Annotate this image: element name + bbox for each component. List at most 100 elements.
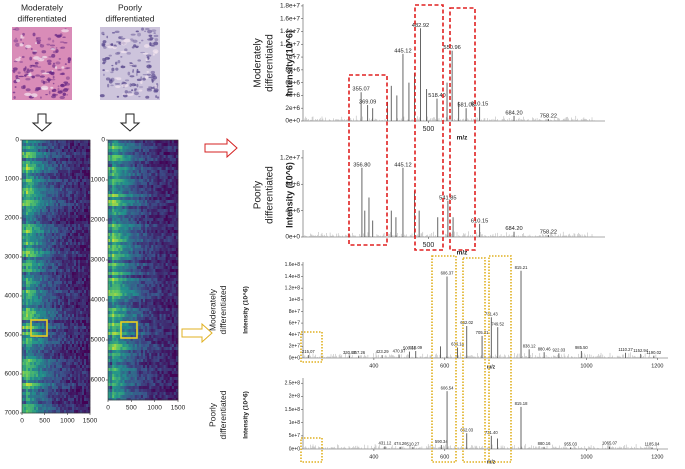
- heatmap-cell: [86, 230, 89, 234]
- heatmap-cell: [169, 158, 173, 162]
- heatmap-cell: [145, 266, 148, 270]
- heatmap-cell: [157, 236, 160, 240]
- heatmap-cell: [68, 185, 71, 189]
- heatmap-cell: [22, 320, 25, 324]
- heatmap-cell: [24, 407, 27, 411]
- heatmap-cell: [30, 182, 33, 186]
- heatmap-cell: [50, 206, 53, 210]
- heatmap-cell: [120, 212, 123, 216]
- heatmap-cell: [66, 308, 69, 312]
- heatmap-cell: [56, 371, 59, 375]
- heatmap-cell: [24, 248, 27, 252]
- lumen: [40, 85, 49, 90]
- heatmap-cell: [169, 272, 173, 276]
- heatmap-cell: [149, 185, 152, 189]
- heatmap-cell: [130, 176, 134, 180]
- heatmap-cell: [114, 140, 117, 144]
- heatmap-cell: [153, 155, 156, 159]
- heatmap-cell: [60, 242, 63, 246]
- heatmap-cell: [157, 260, 160, 264]
- heatmap-cell: [163, 251, 166, 255]
- heatmap-cell: [84, 341, 87, 345]
- heatmap-cell: [42, 239, 45, 243]
- heatmap-cell: [74, 239, 77, 243]
- heatmap-cell: [36, 338, 39, 342]
- heatmap-cell: [46, 404, 49, 408]
- heatmap-cell: [68, 341, 71, 345]
- heatmap-cell: [140, 257, 144, 261]
- heatmap-cell: [149, 260, 152, 264]
- heatmap-cell: [112, 263, 115, 267]
- heatmap-cell: [72, 407, 75, 411]
- heatmap-cell: [56, 152, 59, 156]
- heatmap-cell: [140, 212, 144, 216]
- heatmap-cell: [24, 347, 27, 351]
- heatmap-cell: [74, 290, 77, 294]
- heatmap-cell: [68, 407, 71, 411]
- heatmap-cell: [60, 278, 63, 282]
- heatmap-cell: [116, 263, 119, 267]
- heatmap-cell: [64, 386, 67, 390]
- heatmap-cell: [30, 203, 33, 207]
- heatmap-cell: [171, 206, 175, 210]
- heatmap-cell: [26, 242, 29, 246]
- heatmap-cell: [34, 365, 37, 369]
- heatmap-cell: [157, 164, 160, 168]
- heatmap-cell: [134, 254, 138, 258]
- heatmap-cell: [52, 269, 55, 273]
- heatmap-cell: [66, 326, 69, 330]
- heatmap-cell: [30, 305, 33, 309]
- heatmap-cell: [145, 161, 148, 165]
- heatmap-cell: [163, 248, 166, 252]
- nucleus: [154, 38, 159, 42]
- heatmap-cell: [173, 146, 177, 150]
- heatmap-cell: [62, 173, 65, 177]
- heatmap-cell: [44, 149, 47, 153]
- heatmap-cell: [78, 323, 81, 327]
- heatmap-cell: [165, 260, 169, 264]
- heatmap-cell: [124, 146, 127, 150]
- heatmap-cell: [56, 392, 59, 396]
- heatmap-cell: [26, 239, 29, 243]
- heatmap-cell: [54, 410, 57, 414]
- heatmap-cell: [32, 404, 35, 408]
- heatmap-cell: [36, 296, 39, 300]
- heatmap-cell: [147, 209, 150, 213]
- heatmap-cell: [171, 221, 175, 225]
- heatmap-cell: [62, 383, 65, 387]
- heatmap-cell: [30, 398, 33, 402]
- heatmap-cell: [165, 164, 169, 168]
- heatmap-cell: [112, 212, 115, 216]
- heatmap-cell: [165, 149, 169, 153]
- heatmap-cell: [52, 332, 55, 336]
- heatmap-cell: [44, 173, 47, 177]
- heatmap-cell: [28, 164, 31, 168]
- heatmap-cell: [26, 290, 29, 294]
- heatmap-cell: [88, 182, 91, 186]
- heatmap-cell: [38, 371, 41, 375]
- heatmap-cell: [167, 236, 171, 240]
- heatmap-cell: [138, 233, 142, 237]
- heatmap-cell: [108, 227, 111, 231]
- heatmap-cell: [28, 173, 31, 177]
- heatmap-cell: [66, 359, 69, 363]
- heatmap-cell: [28, 254, 31, 258]
- lumen: [24, 92, 32, 97]
- heatmap-cell: [68, 167, 71, 171]
- heatmap-cell: [128, 194, 131, 198]
- heatmap-cell: [40, 350, 43, 354]
- heatmap-cell: [143, 170, 146, 174]
- nucleus: [52, 39, 55, 43]
- heatmap-cell: [56, 149, 59, 153]
- heatmap-cell: [153, 170, 156, 174]
- heatmap-cell: [171, 164, 175, 168]
- heatmap-cell: [26, 335, 29, 339]
- heatmap-cell: [30, 200, 33, 204]
- heatmap-cell: [66, 182, 69, 186]
- heatmap-cell: [64, 281, 67, 285]
- heatmap-cell: [80, 284, 83, 288]
- heatmap-cell: [22, 383, 25, 387]
- heatmap-cell: [46, 197, 49, 201]
- heatmap-cell: [76, 281, 79, 285]
- heatmap-cell: [34, 215, 37, 219]
